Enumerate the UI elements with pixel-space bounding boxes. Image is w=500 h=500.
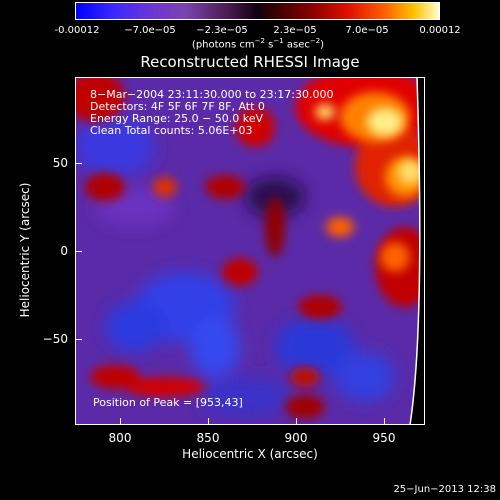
colorbar-tick-label: -0.00012: [54, 25, 100, 36]
x-tick-label: 850: [196, 431, 220, 445]
y-tick-label: 50: [52, 156, 68, 170]
colorbar-units: (photons cm−2 s−1 asec−2): [191, 37, 325, 51]
colorbar-tick-label: 2.3e−05: [273, 25, 317, 36]
x-tick: [384, 418, 385, 425]
x-tick: [296, 418, 297, 425]
x-tick-label: 800: [108, 431, 132, 445]
colorbar-tick-label: −7.0e−05: [124, 25, 176, 36]
peak-position-annotation: Position of Peak = [953,43]: [93, 396, 243, 409]
x-axis-label: Heliocentric X (arcsec): [182, 447, 318, 461]
y-axis-label: Heliocentric Y (arcsec): [18, 182, 32, 318]
x-tick: [120, 418, 121, 425]
colorbar-tick-label: 0.00012: [419, 25, 461, 36]
x-tick: [208, 418, 209, 425]
colorbar-tick-label: −2.3e−05: [196, 25, 248, 36]
page-title: Reconstructed RHESSI Image: [140, 53, 360, 71]
x-tick-label: 950: [372, 431, 396, 445]
y-tick-label: −50: [42, 332, 68, 346]
time-range-annotation: 8−Mar−2004 23:11:30.000 to 23:17:30.000: [90, 88, 334, 101]
clean-annotation: Clean Total counts: 5.06E+03: [90, 124, 253, 137]
detectors-annotation: Detectors: 4F 5F 6F 7F 8F, Att 0: [90, 100, 265, 113]
colorbar: [75, 2, 440, 20]
colorbar-tick-label: 7.0e−05: [345, 25, 389, 36]
rhessi-image: [75, 77, 425, 425]
energy-range-annotation: Energy Range: 25.0 − 50.0 keV: [90, 112, 264, 125]
y-tick-label: 0: [60, 244, 68, 258]
y-tick: [75, 163, 82, 164]
footer-date: 25−Jun−2013 12:38: [393, 484, 496, 495]
x-tick-label: 900: [284, 431, 308, 445]
y-tick: [75, 251, 82, 252]
y-tick: [75, 339, 82, 340]
